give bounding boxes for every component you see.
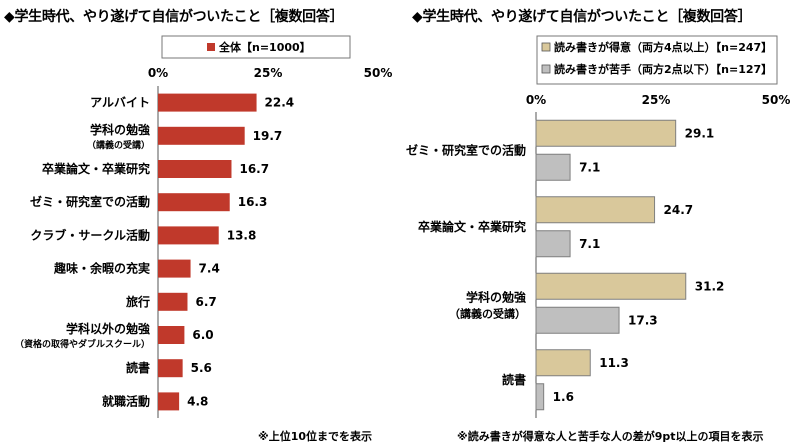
- right-bar: [535, 349, 591, 377]
- left-value-label: 5.6: [191, 361, 212, 375]
- right-value-label: 7.1: [579, 160, 600, 174]
- left-value-label: 16.3: [238, 195, 268, 209]
- right-category-label: 卒業論文・卒業研究: [418, 219, 526, 234]
- left-x-tick-label: 50%: [364, 66, 393, 80]
- left-category-label: 学科の勉強: [90, 122, 150, 137]
- left-bar: [158, 193, 230, 212]
- right-x-tick-label: 25%: [642, 93, 671, 107]
- left-value-label: 7.4: [199, 262, 220, 276]
- left-chart-title: ◆学生時代、やり遂げて自信がついたこと［複数回答］: [4, 9, 344, 25]
- right-chart-title: ◆学生時代、やり遂げて自信がついたこと［複数回答］: [412, 9, 752, 25]
- left-value-label: 13.8: [227, 228, 257, 242]
- left-category-label: 読書: [126, 360, 150, 375]
- left-category-label: アルバイト: [90, 96, 150, 110]
- right-bar: [535, 119, 677, 147]
- right-bar: [535, 306, 620, 334]
- left-category-label: 卒業論文・卒業研究: [42, 161, 150, 176]
- left-value-label: 19.7: [253, 129, 283, 143]
- right-value-label: 24.7: [664, 203, 694, 217]
- left-value-label: 4.8: [187, 394, 208, 408]
- left-bar: [158, 93, 257, 112]
- right-bar: [535, 230, 571, 258]
- left-category-label: ゼミ・研究室での活動: [30, 194, 150, 209]
- right-legend-label: 読み書きが得意（両方4点以上）【n=247】: [554, 40, 772, 54]
- right-category-label: 読書: [502, 372, 526, 387]
- left-bar: [158, 259, 191, 278]
- right-value-label: 1.6: [553, 390, 574, 404]
- left-bar: [158, 326, 185, 344]
- left-category-label: 学科以外の勉強: [66, 321, 150, 336]
- right-category-sublabel: （講義の受講）: [449, 306, 526, 320]
- right-bar: [535, 196, 656, 224]
- left-bar: [158, 392, 180, 411]
- right-legend-swatch: [541, 42, 551, 52]
- left-category-sublabel: （講義の受講）: [87, 139, 150, 151]
- right-bar: [535, 272, 687, 300]
- left-bar: [158, 226, 219, 245]
- right-legend-swatch: [541, 64, 551, 74]
- left-category-label: クラブ・サークル活動: [30, 227, 150, 242]
- right-category-label: 学科の勉強: [466, 289, 526, 304]
- left-bar: [158, 126, 245, 145]
- right-value-label: 17.3: [628, 313, 658, 327]
- left-bar: [158, 160, 232, 178]
- right-value-label: 11.3: [599, 356, 629, 370]
- right-bar: [535, 383, 545, 411]
- left-category-sublabel: （資格の取得やダブルスクール）: [15, 338, 150, 350]
- left-x-tick-label: 25%: [254, 66, 283, 80]
- left-value-label: 22.4: [265, 96, 295, 110]
- right-x-tick-label: 0%: [526, 93, 546, 107]
- left-category-label: 旅行: [126, 294, 150, 309]
- left-value-label: 6.7: [195, 295, 216, 309]
- left-bar: [158, 292, 188, 311]
- left-value-label: 16.7: [239, 162, 269, 176]
- left-legend-swatch: [207, 43, 215, 51]
- right-bar: [535, 153, 571, 181]
- left-category-label: 就職活動: [102, 393, 150, 408]
- left-legend-box: [161, 35, 351, 59]
- right-chart-note: ※読み書きが得意な人と苦手な人の差が9pt以上の項目を表示: [457, 430, 764, 443]
- left-x-tick-label: 0%: [148, 66, 168, 80]
- right-legend-box: [536, 35, 778, 85]
- left-chart-note: ※上位10位までを表示: [258, 430, 373, 443]
- right-value-label: 31.2: [695, 279, 725, 293]
- left-legend-label: 全体【n=1000】: [218, 40, 311, 54]
- left-category-label: 趣味・余暇の充実: [53, 261, 150, 276]
- right-legend-label: 読み書きが苦手（両方2点以下）【n=127】: [554, 62, 772, 76]
- right-value-label: 7.1: [579, 237, 600, 251]
- left-value-label: 6.0: [192, 328, 213, 342]
- left-bar: [158, 359, 183, 378]
- right-category-label: ゼミ・研究室での活動: [406, 142, 526, 157]
- right-value-label: 29.1: [685, 126, 715, 140]
- right-x-tick-label: 50%: [762, 93, 791, 107]
